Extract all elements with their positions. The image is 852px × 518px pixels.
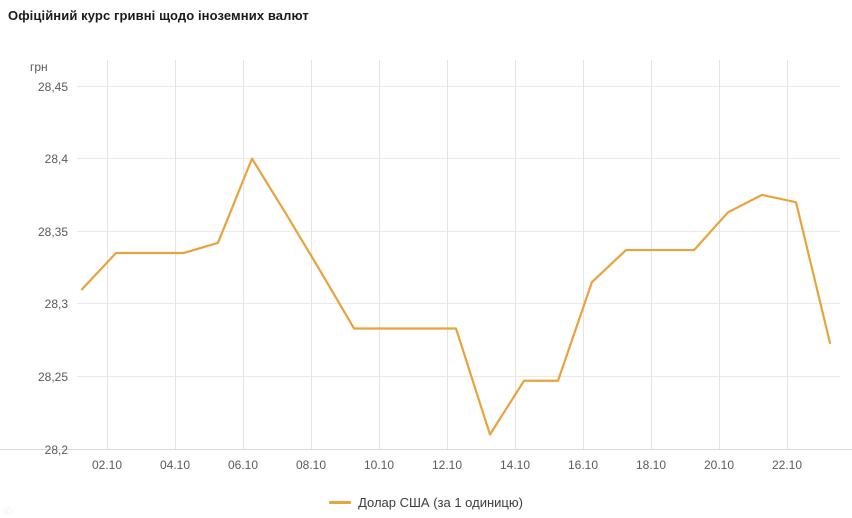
y-tick-label-28-2: 28,2 bbox=[45, 443, 69, 457]
x-tick-label-06-10: 06.10 bbox=[228, 458, 258, 472]
y-tick-label-28-45: 28,45 bbox=[38, 80, 68, 94]
y-axis-tick-labels: 28,45 28,4 28,35 28,3 28,25 28,2 bbox=[38, 80, 68, 457]
x-tick-label-08-10: 08.10 bbox=[296, 458, 326, 472]
page-title: Офіційний курс гривні щодо іноземних вал… bbox=[8, 8, 309, 23]
x-tick-label-14-10: 14.10 bbox=[500, 458, 530, 472]
legend-item-label: Долар США (за 1 одиницю) bbox=[358, 495, 523, 510]
x-axis-tick-labels: 02.10 04.10 06.10 08.10 10.10 12.10 14.1… bbox=[92, 458, 802, 472]
x-tick-label-16-10: 16.10 bbox=[568, 458, 598, 472]
x-tick-label-04-10: 04.10 bbox=[160, 458, 190, 472]
y-tick-label-28-35: 28,35 bbox=[38, 225, 68, 239]
legend-item-usd[interactable]: Долар США (за 1 одиницю) bbox=[329, 495, 523, 510]
chart-legend: Долар США (за 1 одиницю) bbox=[0, 492, 852, 510]
y-tick-label-28-3: 28,3 bbox=[45, 297, 69, 311]
y-axis-unit-label: грн bbox=[30, 60, 48, 74]
x-tick-label-18-10: 18.10 bbox=[636, 458, 666, 472]
x-tick-label-22-10: 22.10 bbox=[772, 458, 802, 472]
watermark: © bbox=[4, 506, 13, 518]
x-tick-label-12-10: 12.10 bbox=[432, 458, 462, 472]
x-tick-label-20-10: 20.10 bbox=[704, 458, 734, 472]
y-tick-label-28-25: 28,25 bbox=[38, 370, 68, 384]
x-tick-label-02-10: 02.10 bbox=[92, 458, 122, 472]
horizontal-gridlines bbox=[77, 86, 840, 377]
vertical-gridlines bbox=[107, 60, 788, 449]
x-tick-label-10-10: 10.10 bbox=[364, 458, 394, 472]
legend-color-swatch-icon bbox=[329, 501, 352, 504]
series-line-usd bbox=[80, 157, 832, 436]
y-tick-label-28-4: 28,4 bbox=[45, 152, 69, 166]
